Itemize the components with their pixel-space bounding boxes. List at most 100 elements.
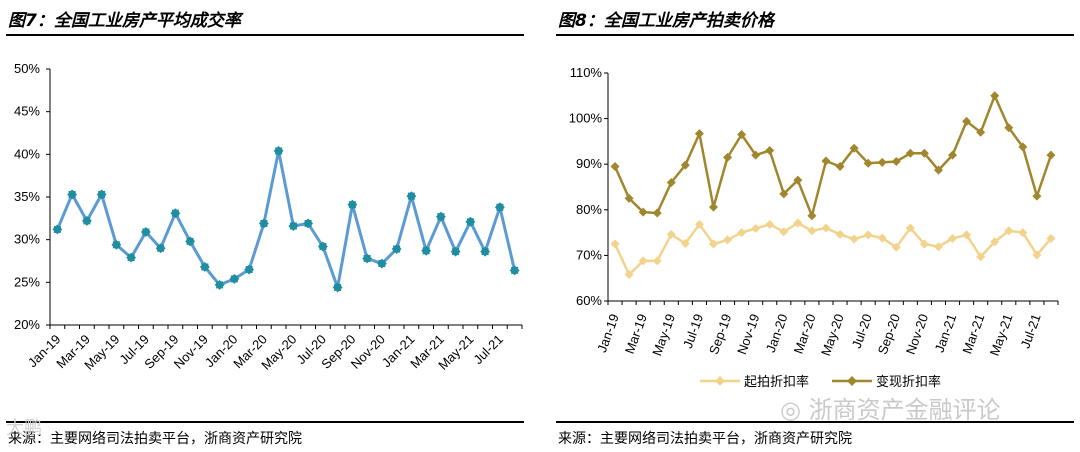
right-title-rule bbox=[556, 34, 1074, 36]
data-point bbox=[723, 235, 733, 245]
data-point bbox=[948, 150, 958, 160]
data-point bbox=[849, 143, 859, 153]
data-point bbox=[624, 270, 634, 280]
y-tick-label: 50% bbox=[14, 61, 40, 76]
wechat-icon: ◎ bbox=[780, 396, 809, 424]
x-tick-label: Jan-20 bbox=[763, 312, 791, 354]
data-point-square bbox=[275, 147, 283, 155]
x-tick-label: Nov-20 bbox=[903, 312, 931, 357]
data-point bbox=[891, 156, 901, 166]
x-tick-label: Mar-19 bbox=[622, 312, 650, 356]
data-point-square bbox=[304, 219, 312, 227]
legend-swatch-marker bbox=[847, 376, 857, 386]
data-point bbox=[1032, 250, 1042, 260]
x-tick-label: May-21 bbox=[987, 312, 1016, 358]
right-source-note: 来源：主要网络司法拍卖平台，浙商资产研究院 bbox=[558, 431, 852, 447]
data-point bbox=[765, 219, 775, 229]
left-chart: 50%45%40%35%30%25%20%Jan-19Mar-19May-19J… bbox=[14, 61, 523, 373]
data-point bbox=[1046, 150, 1056, 160]
left-source-note: 来源：主要网络司法拍卖平台，浙商资产研究院 bbox=[8, 431, 302, 447]
legend-swatch-marker bbox=[715, 376, 725, 386]
data-point bbox=[793, 175, 803, 185]
data-point bbox=[821, 156, 831, 166]
data-point bbox=[933, 242, 943, 252]
data-point bbox=[638, 207, 648, 217]
data-point-square bbox=[186, 237, 194, 245]
data-point-square bbox=[393, 245, 401, 253]
left-title-rule bbox=[6, 34, 524, 36]
data-point bbox=[905, 223, 915, 233]
data-point bbox=[610, 161, 620, 171]
data-point bbox=[751, 150, 761, 160]
data-point bbox=[919, 239, 929, 249]
x-tick-label: Mar-20 bbox=[791, 312, 819, 356]
x-tick-label: Jul-19 bbox=[680, 312, 706, 350]
right-chart-title: 图8：全国工业房产拍卖价格 bbox=[558, 11, 774, 31]
y-tick-label: 45% bbox=[14, 104, 40, 119]
x-tick-label: Jul-21 bbox=[1018, 312, 1044, 350]
data-point-square bbox=[378, 260, 386, 268]
watermark-small: 大鹏 bbox=[6, 418, 42, 439]
data-point bbox=[694, 129, 704, 139]
data-point bbox=[976, 252, 986, 262]
x-tick-label: Sep-20 bbox=[875, 312, 903, 357]
y-tick-label: 110% bbox=[570, 65, 603, 80]
data-point bbox=[807, 211, 817, 221]
data-point-square bbox=[157, 244, 165, 252]
data-point bbox=[962, 116, 972, 126]
data-point bbox=[708, 202, 718, 212]
data-point bbox=[905, 148, 915, 158]
data-point bbox=[1004, 226, 1014, 236]
y-tick-label: 20% bbox=[14, 317, 40, 332]
x-tick-label: Jan-21 bbox=[932, 312, 960, 354]
watermark: ◎ 浙商资产金融评论 bbox=[780, 390, 1001, 425]
data-point bbox=[948, 234, 958, 244]
data-point-square bbox=[511, 266, 519, 274]
data-point bbox=[1032, 191, 1042, 201]
legend-label: 变现折扣率 bbox=[876, 374, 941, 390]
data-point bbox=[990, 91, 1000, 101]
data-point-square bbox=[319, 242, 327, 250]
x-tick-label: May-20 bbox=[818, 312, 847, 358]
right-source-rule bbox=[556, 421, 1074, 423]
x-tick-label: Jul-21 bbox=[470, 332, 506, 368]
data-point bbox=[1018, 228, 1028, 238]
data-point-square bbox=[407, 192, 415, 200]
data-point-square bbox=[112, 241, 120, 249]
data-point bbox=[821, 223, 831, 233]
data-point bbox=[680, 239, 690, 249]
left-panel: 图7：全国工业房产平均成交率 50% 45% 40% 35% 30% 25% 20% Jan-… bbox=[0, 0, 530, 452]
data-point bbox=[723, 152, 733, 162]
data-point bbox=[708, 239, 718, 249]
data-point bbox=[737, 130, 747, 140]
left-chart-title: 图7：全国工业房产平均成交率 bbox=[8, 11, 241, 31]
right-chart: 110%100%90%80%70%60%Jan-19 Mar-19 May-19 Ju… bbox=[569, 65, 1059, 390]
data-point-square bbox=[83, 217, 91, 225]
data-point bbox=[1046, 234, 1056, 244]
y-tick-label: 90% bbox=[576, 156, 602, 171]
data-point-square bbox=[260, 219, 268, 227]
y-tick-label: 70% bbox=[576, 247, 602, 262]
data-point bbox=[680, 160, 690, 170]
data-point-square bbox=[230, 275, 238, 283]
y-tick-label: 100% bbox=[569, 111, 603, 126]
data-point-square bbox=[142, 228, 150, 236]
data-point bbox=[976, 127, 986, 137]
data-point bbox=[835, 161, 845, 171]
data-point bbox=[962, 230, 972, 240]
data-point bbox=[652, 208, 662, 218]
series-line-1 bbox=[613, 221, 1052, 276]
data-point-square bbox=[216, 281, 224, 289]
data-point bbox=[666, 229, 676, 239]
data-point-square bbox=[68, 190, 76, 198]
x-tick-label: Nov-19 bbox=[734, 312, 762, 357]
data-point bbox=[610, 239, 620, 249]
legend-label: 起拍折扣率 bbox=[744, 374, 809, 390]
data-point bbox=[638, 256, 648, 266]
data-point-square bbox=[245, 266, 253, 274]
x-tick-label: Mar-21 bbox=[959, 312, 987, 356]
data-point-square bbox=[289, 222, 297, 230]
data-point bbox=[694, 219, 704, 229]
x-tick-label: Jul-20 bbox=[849, 312, 875, 350]
data-point bbox=[779, 227, 789, 237]
